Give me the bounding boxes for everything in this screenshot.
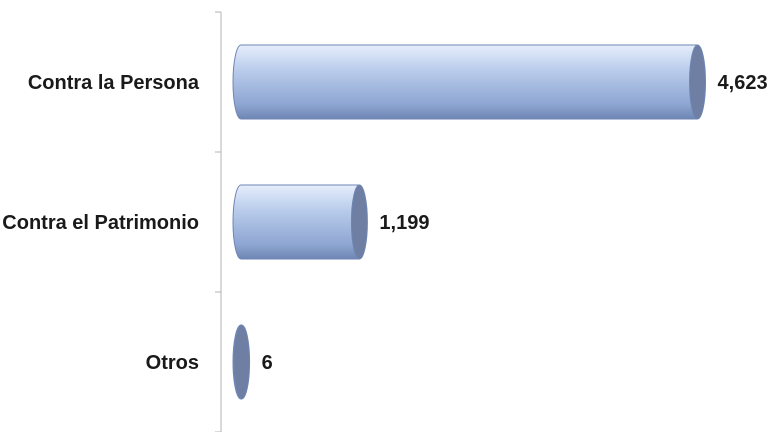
data-label: 4,623	[718, 72, 768, 94]
bars	[232, 44, 707, 400]
bar-body	[232, 184, 360, 260]
data-labels: 4,623 1,199 6	[262, 72, 768, 374]
category-label: Contra la Persona	[28, 72, 200, 94]
axis-ticks	[215, 11, 221, 432]
data-label: 1,199	[379, 212, 429, 234]
bar-end-cap	[350, 184, 368, 260]
bar-1	[232, 44, 707, 120]
data-label: 6	[262, 352, 273, 374]
bar-end-cap	[233, 324, 251, 400]
category-label: Contra el Patrimonio	[2, 212, 199, 234]
bar-end-cap	[689, 44, 707, 120]
bar-3	[232, 324, 251, 400]
bar-body	[232, 44, 699, 120]
category-label: Otros	[146, 352, 199, 374]
category-labels: Contra la Persona Contra el Patrimonio Otr…	[2, 72, 200, 374]
bar-2	[232, 184, 368, 260]
